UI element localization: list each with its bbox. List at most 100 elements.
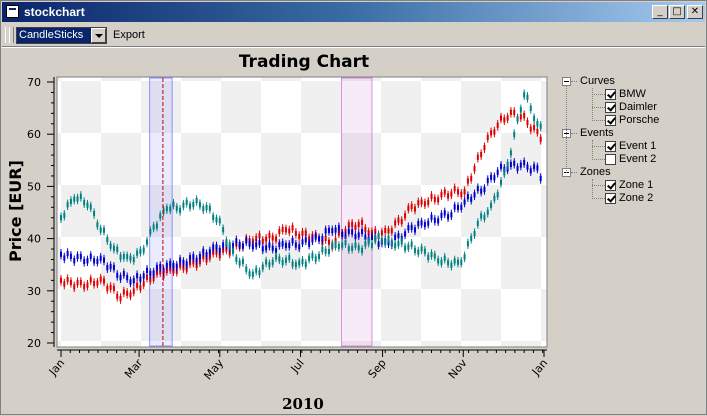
legend-checkbox[interactable] — [605, 141, 616, 152]
candle-body — [496, 122, 499, 128]
candle-body — [387, 235, 390, 241]
candle-body — [89, 277, 92, 283]
candle-body — [126, 290, 129, 296]
candle-body — [466, 241, 469, 247]
toolbar-grip[interactable] — [9, 27, 14, 43]
candle-body — [162, 267, 165, 274]
tree-group-label[interactable]: Zones — [580, 166, 611, 178]
candle-body — [195, 257, 198, 263]
candle-body — [453, 204, 456, 210]
candle-body — [192, 201, 195, 208]
candle-body — [198, 253, 201, 260]
chart-mode-select[interactable]: CandleSticks — [16, 27, 107, 44]
candle-body — [248, 271, 251, 277]
candle-body — [93, 258, 96, 264]
candle-body — [351, 221, 354, 227]
legend-checkbox[interactable] — [605, 102, 616, 113]
candle-body — [152, 270, 155, 276]
legend-item-label[interactable]: Daimler — [619, 101, 657, 113]
candle-body — [93, 210, 96, 217]
close-button[interactable]: ✕ — [687, 5, 703, 19]
chevron-down-icon[interactable] — [91, 28, 106, 43]
legend-checkbox[interactable] — [605, 180, 616, 191]
candle-body — [324, 248, 327, 254]
legend-checkbox[interactable] — [605, 115, 616, 126]
candle-body — [417, 200, 420, 206]
y-tick-label: 60 — [27, 128, 41, 141]
candle-body — [483, 145, 486, 151]
candle-body — [427, 220, 430, 226]
minimize-button[interactable]: _ — [652, 5, 668, 19]
candle-body — [89, 204, 92, 210]
candle-body — [142, 281, 145, 287]
candle-body — [390, 239, 393, 246]
tree-group-label[interactable]: Curves — [580, 75, 615, 87]
candle-body — [460, 259, 463, 265]
candle-body — [86, 202, 89, 208]
candle-body — [473, 192, 476, 198]
candle-body — [516, 116, 519, 122]
legend-checkbox[interactable] — [605, 89, 616, 100]
candle-body — [122, 254, 125, 260]
candle-body — [119, 254, 122, 260]
export-button[interactable]: Export — [113, 29, 145, 41]
toolbar-divider — [2, 46, 705, 48]
candle-body — [281, 226, 284, 233]
candle-body — [367, 230, 370, 236]
candle-body — [476, 154, 479, 160]
candle-body — [397, 217, 400, 223]
candle-body — [344, 240, 347, 246]
collapse-icon[interactable] — [562, 77, 571, 86]
candle-body — [109, 284, 112, 291]
candle-body — [361, 228, 364, 235]
candle-body — [116, 272, 119, 278]
candle-body — [261, 264, 264, 270]
candle-body — [443, 255, 446, 261]
candle-body — [308, 255, 311, 261]
candle-body — [533, 164, 536, 170]
candle-body — [404, 231, 407, 237]
x-tick-label: Jan — [529, 357, 551, 379]
candle-body — [288, 242, 291, 248]
legend-checkbox[interactable] — [605, 154, 616, 165]
candle-body — [476, 185, 479, 192]
title-bar[interactable]: stockchart _ □ ✕ — [2, 2, 705, 22]
candle-body — [109, 264, 112, 270]
candle-body — [480, 213, 483, 219]
legend-checkbox[interactable] — [605, 193, 616, 204]
candle-body — [364, 226, 367, 233]
candle-body — [189, 255, 192, 261]
candle-body — [146, 267, 149, 273]
candle-body — [86, 258, 89, 264]
legend-item-label[interactable]: Zone 1 — [619, 179, 654, 191]
candle-body — [509, 109, 512, 115]
candle-body — [331, 241, 334, 248]
candle-body — [268, 242, 271, 248]
candle-body — [139, 276, 142, 282]
tree-group-label[interactable]: Events — [580, 127, 614, 139]
candle-body — [238, 260, 241, 266]
candle-body — [327, 249, 330, 255]
legend-item-label[interactable]: Zone 2 — [619, 192, 654, 204]
legend-item-label[interactable]: Event 1 — [619, 140, 657, 152]
candle-body — [288, 255, 291, 261]
legend-item-label[interactable]: Porsche — [619, 114, 660, 126]
legend-item-label[interactable]: Event 2 — [619, 153, 657, 165]
plot-canvas[interactable] — [56, 76, 548, 348]
candle-body — [136, 250, 139, 256]
candle-body — [149, 276, 152, 283]
candle-body — [258, 270, 261, 276]
candle-body — [351, 245, 354, 251]
candle-body — [337, 243, 340, 250]
legend-item-label[interactable]: BMW — [619, 88, 646, 100]
candle-body — [437, 258, 440, 264]
candle-body — [218, 218, 221, 224]
candle-body — [361, 219, 364, 226]
maximize-button[interactable]: □ — [669, 5, 685, 19]
candle-body — [278, 241, 281, 248]
candle-body — [490, 202, 493, 208]
x-axis-label: 2010 — [282, 395, 324, 413]
candle-body — [490, 130, 493, 136]
candle-body — [519, 114, 522, 120]
